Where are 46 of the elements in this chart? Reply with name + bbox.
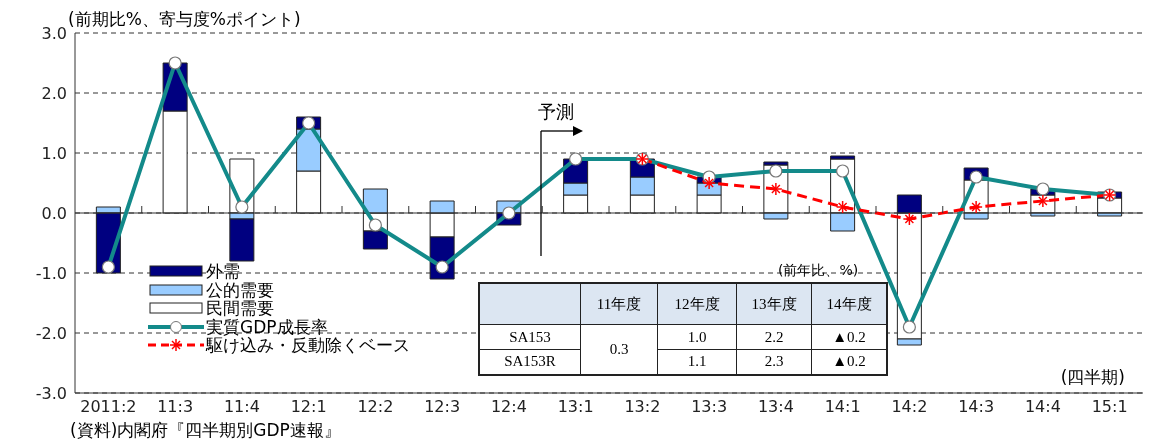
y-tick-label: 0.0 (41, 203, 67, 223)
x-axis-title: (四半期) (1060, 366, 1125, 389)
annotation: 2.2 (736, 324, 812, 350)
y-tick-label: 1.0 (41, 143, 67, 163)
y-tick-label: -2.0 (35, 323, 67, 343)
x-tick-label: 2011:2 (80, 397, 137, 417)
annotation: ▲0.2 (811, 349, 887, 375)
x-tick-label: 13:4 (757, 397, 794, 417)
legend-label: 外需 (206, 261, 240, 281)
legend-label: 公的需要 (206, 279, 274, 300)
y-tick-label: -1.0 (35, 263, 67, 283)
annotation: SA153R (479, 349, 581, 375)
x-tick-label: 11:3 (157, 397, 194, 417)
annotation: 13年度 (736, 283, 812, 325)
legend-label: 民間需要 (206, 298, 274, 318)
annotation: 11年度 (580, 283, 658, 325)
legend-label: 駆け込み・反動除くベース (206, 335, 410, 355)
x-tick-label: 14:2 (891, 397, 928, 417)
y-tick-label: 3.0 (41, 23, 67, 43)
x-tick-label: 13:3 (691, 397, 728, 417)
x-tick-label: 14:4 (1024, 397, 1061, 417)
x-tick-label: 14:3 (958, 397, 995, 417)
legend-label: 実質GDP成長率 (206, 316, 328, 337)
annotation: 予測 (538, 100, 575, 124)
x-tick-label: 12:1 (290, 397, 327, 417)
annotation: 1.1 (657, 349, 737, 375)
annotation: SA153 (479, 324, 581, 350)
annotation: 14年度 (811, 283, 887, 325)
x-tick-label: 13:2 (624, 397, 661, 417)
y-tick-label: 2.0 (41, 83, 67, 103)
x-tick-label: 14:1 (824, 397, 861, 417)
x-tick-label: 11:4 (223, 397, 260, 417)
annotation: 2.3 (736, 349, 812, 375)
y-tick-label: -3.0 (35, 383, 67, 403)
x-tick-label: 12:3 (424, 397, 461, 417)
x-tick-label: 12:4 (490, 397, 527, 417)
annotation: (前年比、%) (778, 262, 859, 280)
annotation: 0.3 (580, 324, 658, 375)
y-axis-title: (前期比%、寄与度%ポイント) (68, 8, 301, 31)
annotation: 12年度 (657, 283, 737, 325)
x-tick-label: 12:2 (357, 397, 394, 417)
x-tick-label: 13:1 (557, 397, 594, 417)
annotation: ▲0.2 (811, 324, 887, 350)
text: (資料)内閣府『四半期別GDP速報』 (70, 419, 341, 442)
annotation: 1.0 (657, 324, 737, 350)
x-tick-label: 15:1 (1091, 397, 1128, 417)
